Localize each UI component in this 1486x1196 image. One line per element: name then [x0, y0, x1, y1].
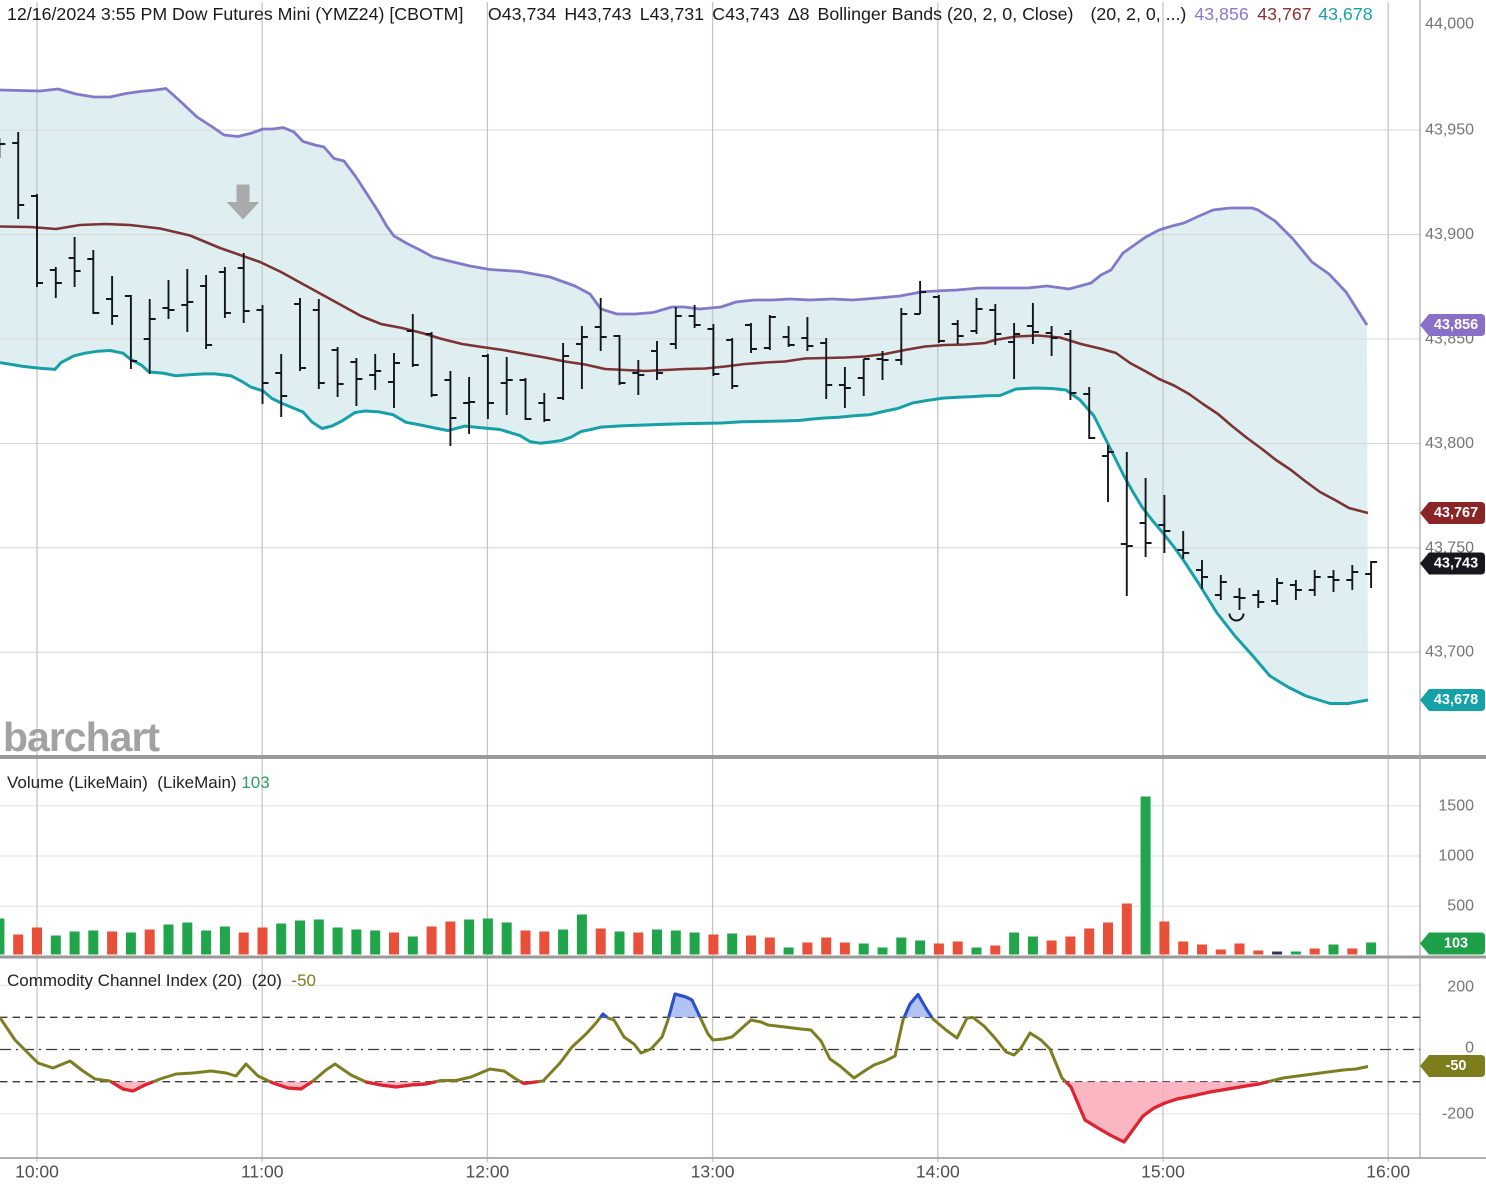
svg-text:103: 103 [1444, 936, 1468, 952]
svg-text:Commodity Channel Index (20): Commodity Channel Index (20) (20) -50 [7, 971, 316, 990]
svg-text:-200: -200 [1442, 1105, 1474, 1122]
svg-text:43,800: 43,800 [1425, 435, 1474, 452]
svg-text:43,900: 43,900 [1425, 226, 1474, 243]
svg-text:43,743: 43,743 [1434, 556, 1478, 572]
svg-text:43,678: 43,678 [1434, 692, 1478, 708]
svg-text:16:00: 16:00 [1366, 1162, 1410, 1182]
svg-text:15:00: 15:00 [1141, 1162, 1185, 1182]
svg-text:44,000: 44,000 [1425, 16, 1474, 33]
svg-text:1000: 1000 [1438, 848, 1474, 865]
svg-text:12:00: 12:00 [466, 1162, 510, 1182]
svg-text:200: 200 [1447, 979, 1474, 996]
svg-text:43,767: 43,767 [1434, 505, 1478, 521]
svg-text:500: 500 [1447, 898, 1474, 915]
svg-text:13:00: 13:00 [691, 1162, 735, 1182]
svg-text:-50: -50 [1446, 1058, 1467, 1074]
svg-text:43,856: 43,856 [1434, 317, 1478, 333]
svg-text:43,950: 43,950 [1425, 122, 1474, 139]
svg-text:0: 0 [1465, 1040, 1474, 1057]
svg-text:barchart: barchart [3, 714, 160, 760]
svg-text:43,750: 43,750 [1425, 539, 1474, 556]
svg-text:43,700: 43,700 [1425, 644, 1474, 661]
svg-text:14:00: 14:00 [916, 1162, 960, 1182]
svg-text:1500: 1500 [1438, 797, 1474, 814]
svg-text:Volume (LikeMain) (LikeMain): Volume (LikeMain) (LikeMain) 103 [7, 773, 270, 792]
svg-text:11:00: 11:00 [241, 1162, 284, 1182]
svg-text:10:00: 10:00 [15, 1162, 59, 1182]
